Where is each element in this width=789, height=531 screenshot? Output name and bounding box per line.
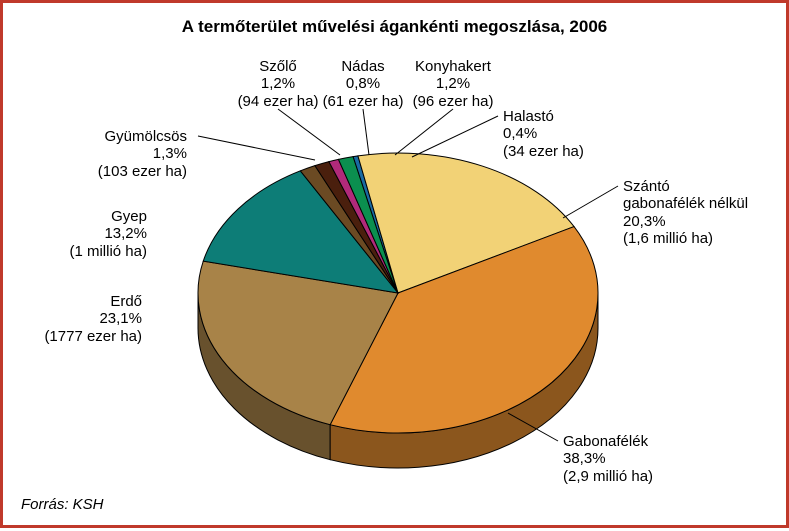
label-erdo: Erdő23,1%(1777 ezer ha): [44, 293, 142, 345]
chart-frame: A termőterület művelési ágankénti megosz…: [0, 0, 789, 528]
label-halasto: Halastó0,4%(34 ezer ha): [503, 108, 584, 160]
leader-halasto: [412, 116, 498, 157]
leader-nadas: [363, 109, 369, 155]
label-gabona: Gabonafélék38,3%(2,9 millió ha): [563, 433, 653, 485]
label-gyumolcs: Gyümölcsös1,3%(103 ezer ha): [98, 128, 187, 180]
leader-szolo: [278, 109, 340, 155]
label-konyha: Konyhakert1,2%(96 ezer ha): [373, 58, 533, 110]
leader-szanto: [563, 186, 618, 218]
source-label: Forrás: KSH: [21, 496, 104, 513]
leader-konyha: [395, 109, 453, 155]
leader-gyumolcs: [198, 136, 315, 160]
label-szanto: Szántógabonafélék nélkül20,3%(1,6 millió…: [623, 178, 748, 247]
label-gyep: Gyep13,2%(1 millió ha): [69, 208, 147, 260]
